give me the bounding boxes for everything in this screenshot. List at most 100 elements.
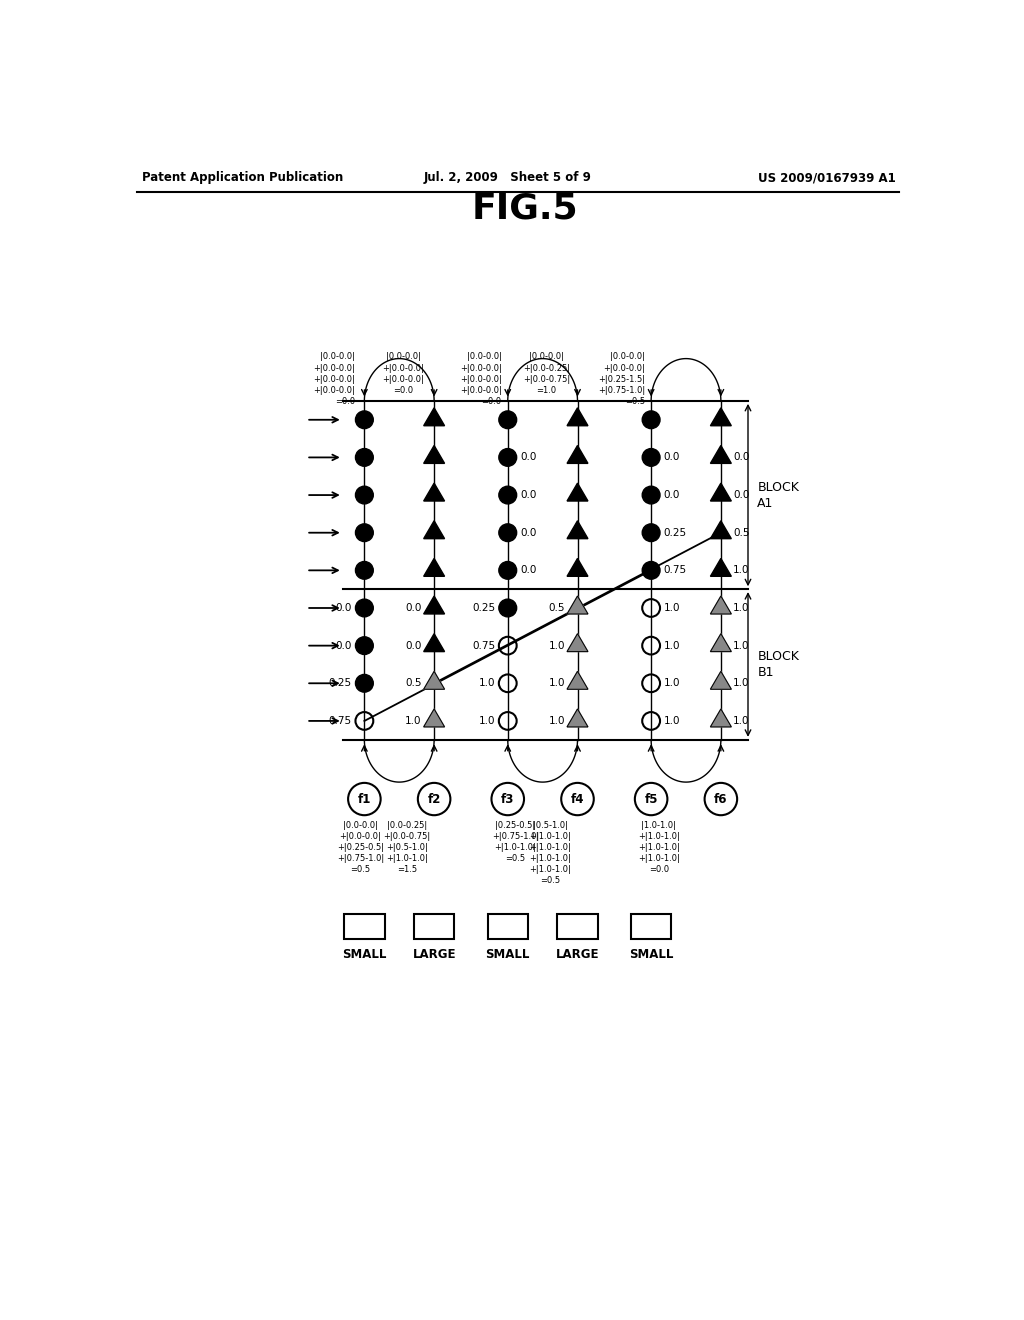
Text: +|1.0-1.0|: +|1.0-1.0| — [529, 854, 571, 863]
Text: +|0.75-1.0|: +|0.75-1.0| — [598, 385, 645, 395]
Polygon shape — [711, 521, 731, 539]
Text: +|1.0-1.0|: +|1.0-1.0| — [638, 843, 680, 851]
Text: 1.0: 1.0 — [733, 715, 750, 726]
Polygon shape — [567, 709, 588, 727]
Text: |0.0-0.0|: |0.0-0.0| — [343, 821, 378, 829]
Text: 1.0: 1.0 — [733, 603, 750, 612]
Text: 1.0: 1.0 — [664, 640, 680, 651]
Text: LARGE: LARGE — [413, 949, 456, 961]
Text: +|1.0-1.0|: +|1.0-1.0| — [529, 832, 571, 841]
Text: 1.0: 1.0 — [479, 678, 496, 688]
Text: 0.75: 0.75 — [664, 565, 687, 576]
Text: |0.0-0.25|: |0.0-0.25| — [387, 821, 427, 829]
Text: f3: f3 — [501, 792, 514, 805]
Text: +|0.75-1.0|: +|0.75-1.0| — [337, 854, 384, 863]
Text: +|1.0-1.0|: +|1.0-1.0| — [495, 843, 537, 851]
Text: 0.0: 0.0 — [664, 490, 680, 500]
Text: 0.0: 0.0 — [520, 528, 537, 537]
Polygon shape — [711, 408, 731, 426]
Circle shape — [355, 636, 374, 655]
Text: FIG.5: FIG.5 — [471, 191, 579, 226]
Text: 0.25: 0.25 — [664, 528, 687, 537]
Text: 0.0: 0.0 — [406, 640, 422, 651]
Text: 0.5: 0.5 — [549, 603, 565, 612]
Text: +|0.0-0.0|: +|0.0-0.0| — [460, 385, 502, 395]
Text: 0.0: 0.0 — [520, 453, 537, 462]
Text: +|0.0-0.75|: +|0.0-0.75| — [383, 832, 431, 841]
Polygon shape — [424, 408, 444, 426]
Polygon shape — [711, 597, 731, 614]
Text: |0.0-0.0|: |0.0-0.0| — [529, 352, 564, 362]
Text: +|1.0-1.0|: +|1.0-1.0| — [529, 866, 571, 874]
Text: +|1.0-1.0|: +|1.0-1.0| — [638, 854, 680, 863]
Text: 1.0: 1.0 — [549, 678, 565, 688]
Text: 0.0: 0.0 — [733, 453, 750, 462]
Text: SMALL: SMALL — [342, 949, 387, 961]
Polygon shape — [424, 709, 444, 727]
Circle shape — [499, 411, 517, 429]
Text: |0.0-0.0|: |0.0-0.0| — [467, 352, 502, 362]
Polygon shape — [567, 521, 588, 539]
FancyBboxPatch shape — [631, 913, 672, 940]
Circle shape — [642, 486, 660, 504]
Text: 1.0: 1.0 — [406, 715, 422, 726]
Polygon shape — [711, 709, 731, 727]
Text: 0.0: 0.0 — [733, 490, 750, 500]
Text: 1.0: 1.0 — [549, 715, 565, 726]
Text: 0.25: 0.25 — [472, 603, 496, 612]
Text: f5: f5 — [644, 792, 657, 805]
Text: =0.5: =0.5 — [541, 876, 560, 886]
Circle shape — [355, 449, 374, 466]
FancyBboxPatch shape — [487, 913, 528, 940]
Text: 1.0: 1.0 — [733, 565, 750, 576]
Text: SMALL: SMALL — [629, 949, 674, 961]
Circle shape — [355, 524, 374, 541]
Text: 0.75: 0.75 — [329, 715, 352, 726]
Text: f2: f2 — [427, 792, 440, 805]
Text: |0.0-0.0|: |0.0-0.0| — [386, 352, 421, 362]
Text: +|0.25-0.5|: +|0.25-0.5| — [337, 843, 384, 851]
Text: SMALL: SMALL — [485, 949, 530, 961]
Text: 0.5: 0.5 — [352, 920, 376, 933]
Circle shape — [499, 599, 517, 616]
Text: +|1.0-1.0|: +|1.0-1.0| — [638, 832, 680, 841]
Text: =0.0: =0.0 — [335, 397, 355, 407]
Circle shape — [499, 486, 517, 504]
Text: |0.0-0.0|: |0.0-0.0| — [610, 352, 645, 362]
Polygon shape — [711, 558, 731, 577]
Circle shape — [642, 561, 660, 579]
Text: 1.5: 1.5 — [566, 920, 589, 933]
Polygon shape — [567, 634, 588, 652]
Text: +|0.25-1.5|: +|0.25-1.5| — [598, 375, 645, 384]
Text: =0.0: =0.0 — [393, 385, 414, 395]
Text: 1.0: 1.0 — [664, 715, 680, 726]
Circle shape — [355, 411, 374, 429]
Text: 0.0: 0.0 — [664, 453, 680, 462]
Polygon shape — [567, 558, 588, 577]
Circle shape — [642, 449, 660, 466]
Text: =0.5: =0.5 — [350, 866, 371, 874]
Polygon shape — [567, 597, 588, 614]
Polygon shape — [711, 445, 731, 463]
Text: 0.0: 0.0 — [520, 490, 537, 500]
Text: 1.5: 1.5 — [423, 920, 445, 933]
FancyBboxPatch shape — [344, 913, 385, 940]
Text: +|0.0-0.0|: +|0.0-0.0| — [382, 375, 424, 384]
Text: LARGE: LARGE — [556, 949, 599, 961]
Polygon shape — [424, 634, 444, 652]
Text: +|0.0-0.0|: +|0.0-0.0| — [603, 363, 645, 372]
Text: +|0.0-0.75|: +|0.0-0.75| — [523, 375, 570, 384]
Text: =1.5: =1.5 — [397, 866, 417, 874]
Text: 1.0: 1.0 — [664, 678, 680, 688]
Text: +|1.0-1.0|: +|1.0-1.0| — [386, 854, 428, 863]
Polygon shape — [567, 483, 588, 502]
Polygon shape — [567, 672, 588, 689]
Text: |0.0-0.0|: |0.0-0.0| — [321, 352, 355, 362]
Polygon shape — [424, 597, 444, 614]
Text: +|0.0-0.0|: +|0.0-0.0| — [313, 363, 355, 372]
Text: +|0.0-0.0|: +|0.0-0.0| — [382, 363, 424, 372]
Text: 0.5: 0.5 — [639, 920, 663, 933]
Text: 0.0: 0.0 — [336, 640, 352, 651]
Text: 0.25: 0.25 — [329, 678, 352, 688]
Text: |0.5-1.0|: |0.5-1.0| — [532, 821, 568, 829]
